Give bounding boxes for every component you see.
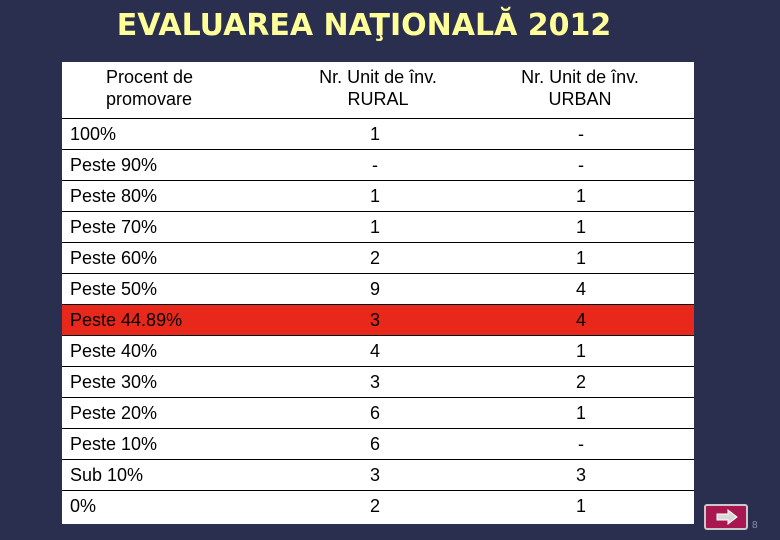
next-slide-button[interactable] <box>704 504 748 530</box>
rural-count: 1 <box>369 124 380 144</box>
urban-count: 1 <box>575 217 586 237</box>
table-row: Peste 20% 6 1 <box>62 397 694 428</box>
urban-count: - <box>578 434 584 454</box>
urban-count: 1 <box>575 186 586 206</box>
row-label: Peste 10% <box>70 434 158 454</box>
table-row: Peste 30% 3 2 <box>62 366 694 397</box>
rural-count: 6 <box>369 403 380 423</box>
row-label: Peste 60% <box>70 248 158 268</box>
table-row: Sub 10% 3 3 <box>62 459 694 490</box>
row-label: 100% <box>70 124 117 144</box>
row-label: 0% <box>70 496 97 516</box>
rural-count: 9 <box>369 279 380 299</box>
rural-count: 6 <box>369 434 380 454</box>
table-row: 0% 2 1 <box>62 490 694 522</box>
table-row: 100% 1 - <box>62 118 694 149</box>
slide-title: EVALUAREA NAŢIONALĂ 2012 <box>116 8 612 43</box>
row-label: Peste 30% <box>70 372 158 392</box>
table-row: Peste 70% 1 1 <box>62 211 694 242</box>
row-label: Sub 10% <box>70 465 144 485</box>
row-label: Peste 44.89% <box>70 310 183 330</box>
table-row: Peste 60% 2 1 <box>62 242 694 273</box>
table-row: Peste 90% - - <box>62 149 694 180</box>
urban-count: 4 <box>575 310 586 330</box>
results-table: Procent de promovare Nr. Unit de înv. RU… <box>62 62 694 524</box>
rural-count: 1 <box>369 186 380 206</box>
urban-count: 1 <box>575 248 586 268</box>
row-label: Peste 40% <box>70 341 158 361</box>
table-row: Peste 40% 4 1 <box>62 335 694 366</box>
urban-count: 1 <box>575 403 586 423</box>
rural-count: - <box>372 155 378 175</box>
rural-count: 3 <box>369 465 380 485</box>
urban-count: - <box>578 155 584 175</box>
rural-count: 3 <box>369 310 380 330</box>
rural-count: 2 <box>369 248 380 268</box>
page-number: 8 <box>752 520 758 531</box>
row-label: Peste 80% <box>70 186 158 206</box>
urban-count: 1 <box>575 496 586 516</box>
table-row: Peste 80% 1 1 <box>62 180 694 211</box>
table-row: Peste 50% 9 4 <box>62 273 694 304</box>
rural-count: 1 <box>369 217 380 237</box>
urban-count: 1 <box>575 341 586 361</box>
row-label: Peste 90% <box>70 155 158 175</box>
urban-count: 2 <box>575 372 586 392</box>
row-label: Peste 70% <box>70 217 158 237</box>
urban-count: 3 <box>575 465 586 485</box>
rural-count: 2 <box>369 496 380 516</box>
rural-count: 4 <box>369 341 380 361</box>
header-rural: Nr. Unit de înv. RURAL <box>319 67 437 109</box>
row-label: Peste 50% <box>70 279 158 299</box>
table-row: Peste 10% 6 - <box>62 428 694 459</box>
arrow-right-icon <box>716 509 738 525</box>
header-urban: Nr. Unit de înv. URBAN <box>521 67 639 109</box>
header-percent: Procent de promovare <box>106 67 194 109</box>
urban-count: 4 <box>575 279 586 299</box>
rural-count: 3 <box>369 372 380 392</box>
row-label: Peste 20% <box>70 403 158 423</box>
table-row: Peste 44.89% 3 4 <box>62 304 694 335</box>
urban-count: - <box>578 124 584 144</box>
